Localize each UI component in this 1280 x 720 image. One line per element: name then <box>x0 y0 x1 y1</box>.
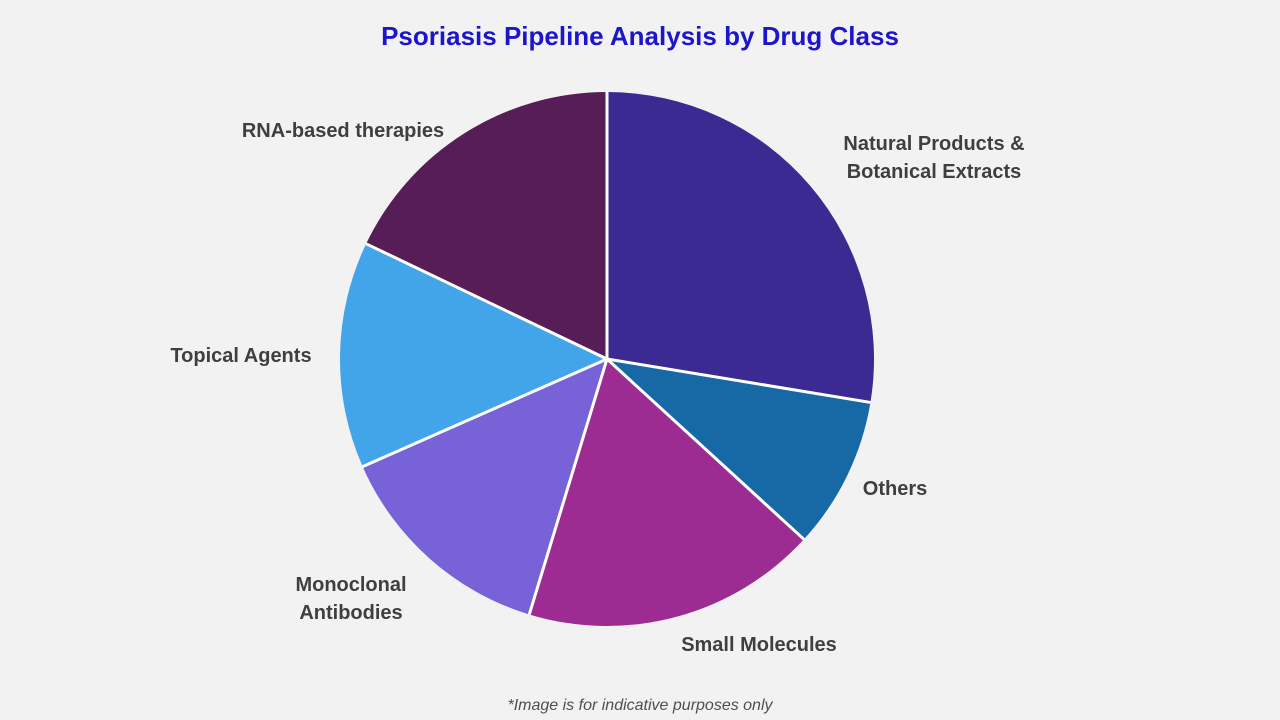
footer-disclaimer: *Image is for indicative purposes only <box>507 697 773 714</box>
pie-slice-rna-based-therapies[interactable] <box>366 92 607 359</box>
slice-separator-line <box>527 358 609 615</box>
chart-title: Psoriasis Pipeline Analysis by Drug Clas… <box>381 21 899 51</box>
slice-label-small-molecules: Small Molecules <box>681 634 837 656</box>
pie-slice-natural-products-botanical-extracts[interactable] <box>607 92 875 403</box>
slice-label-natural-products-botanical-extracts: Natural Products & Botanical Extracts <box>843 133 1025 183</box>
pie-slice-monoclonal-antibodies[interactable] <box>362 359 607 615</box>
pie-slice-others[interactable] <box>607 359 871 540</box>
pie-slice-topical-agents[interactable] <box>339 243 607 467</box>
slice-separator-line <box>365 242 608 361</box>
slice-label-monoclonal-antibodies: Monoclonal Antibodies <box>295 574 407 624</box>
slice-separator-line <box>606 357 871 404</box>
slice-separator-line <box>605 357 805 541</box>
slice-label-topical-agents: Topical Agents <box>170 345 312 367</box>
slice-label-others: Others <box>862 478 928 500</box>
slice-separator-line <box>362 357 608 468</box>
slice-label-rna-based-therapies: RNA-based therapies <box>241 120 445 142</box>
pie-slice-small-molecules[interactable] <box>529 359 804 626</box>
